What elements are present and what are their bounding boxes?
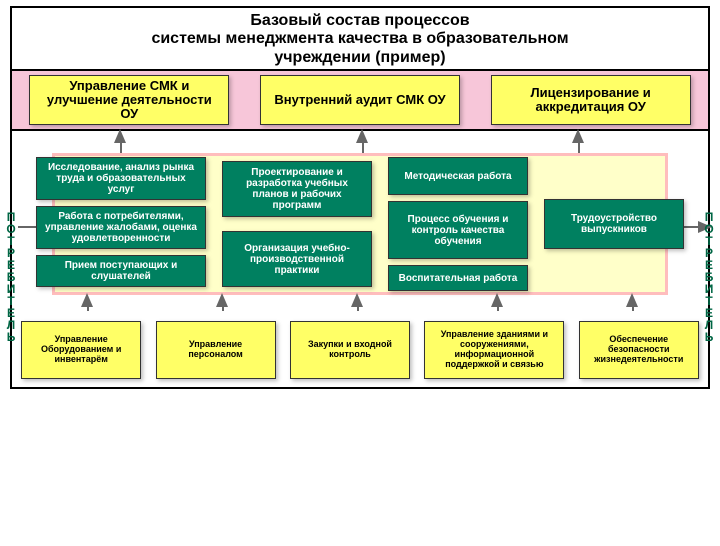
barrow-2 — [216, 293, 228, 307]
title-line2: системы менеджмента качества в образоват… — [22, 30, 698, 48]
bot-box-2: Закупки и входной контроль — [290, 321, 410, 379]
diagram-title: Базовый состав процессов системы менеджм… — [12, 8, 708, 69]
bot-box-1: Управление персоналом — [156, 321, 276, 379]
mid-box-0-1: Работа с потребителями, управление жалоб… — [36, 206, 206, 249]
middle-section: Исследование, анализ рынка труда и образ… — [12, 131, 708, 309]
arrow-up-1 — [114, 129, 126, 143]
mid-box-2-0: Методическая работа — [388, 157, 528, 195]
bot-box-3: Управление зданиями и сооружениями, инфо… — [424, 321, 564, 379]
middle-grid: Исследование, анализ рынка труда и образ… — [52, 157, 668, 291]
mid-box-2-2: Воспитательная работа — [388, 265, 528, 291]
bot-box-4: Обеспечение безопасности жизнедеятельнос… — [579, 321, 699, 379]
top-box-1: Внутренний аудит СМК ОУ — [260, 75, 460, 125]
top-box-0: Управление СМК и улучшение деятельности … — [29, 75, 229, 125]
mid-col-0: Исследование, анализ рынка труда и образ… — [36, 157, 206, 291]
mid-box-1-0: Проектирование и разработка учебных план… — [222, 161, 372, 217]
diagram-container: Базовый состав процессов системы менеджм… — [10, 6, 710, 389]
arrow-up-3 — [572, 129, 584, 143]
bottom-row: Управление Оборудованием и инвентарём Уп… — [12, 309, 708, 387]
mid-box-0-2: Прием поступающих и слушателей — [36, 255, 206, 287]
top-box-2: Лицензирование и аккредитация ОУ — [491, 75, 691, 125]
barrow-5 — [626, 293, 638, 307]
side-label-right: ПОТРЕБИТЕЛЬ — [700, 211, 718, 343]
barrow-4 — [491, 293, 503, 307]
top-row: Управление СМК и улучшение деятельности … — [12, 69, 708, 131]
barrow-3 — [351, 293, 363, 307]
mid-col-1: Проектирование и разработка учебных план… — [222, 157, 372, 291]
mid-box-1-1: Организация учебно-производственной прак… — [222, 231, 372, 287]
side-label-left: ПОТРЕБИТЕЛЬ — [2, 211, 20, 343]
mid-col-2: Методическая работа Процесс обучения и к… — [388, 157, 528, 291]
bot-box-0: Управление Оборудованием и инвентарём — [21, 321, 141, 379]
barrow-1 — [81, 293, 93, 307]
title-line3: учреждении (пример) — [22, 49, 698, 67]
mid-col-3: Трудоустройство выпускников — [544, 157, 684, 291]
mid-box-3-0: Трудоустройство выпускников — [544, 199, 684, 249]
arrow-up-2 — [356, 129, 368, 143]
mid-box-0-0: Исследование, анализ рынка труда и образ… — [36, 157, 206, 200]
title-line1: Базовый состав процессов — [22, 12, 698, 30]
mid-box-2-1: Процесс обучения и контроль качества обу… — [388, 201, 528, 259]
